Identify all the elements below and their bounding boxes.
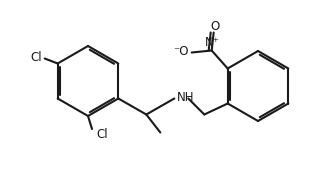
Text: ⁻O: ⁻O (173, 45, 189, 58)
Text: Cl: Cl (30, 51, 41, 64)
Text: O: O (210, 20, 219, 33)
Text: N⁺: N⁺ (205, 36, 220, 49)
Text: Cl: Cl (96, 128, 108, 142)
Text: NH: NH (177, 91, 195, 104)
